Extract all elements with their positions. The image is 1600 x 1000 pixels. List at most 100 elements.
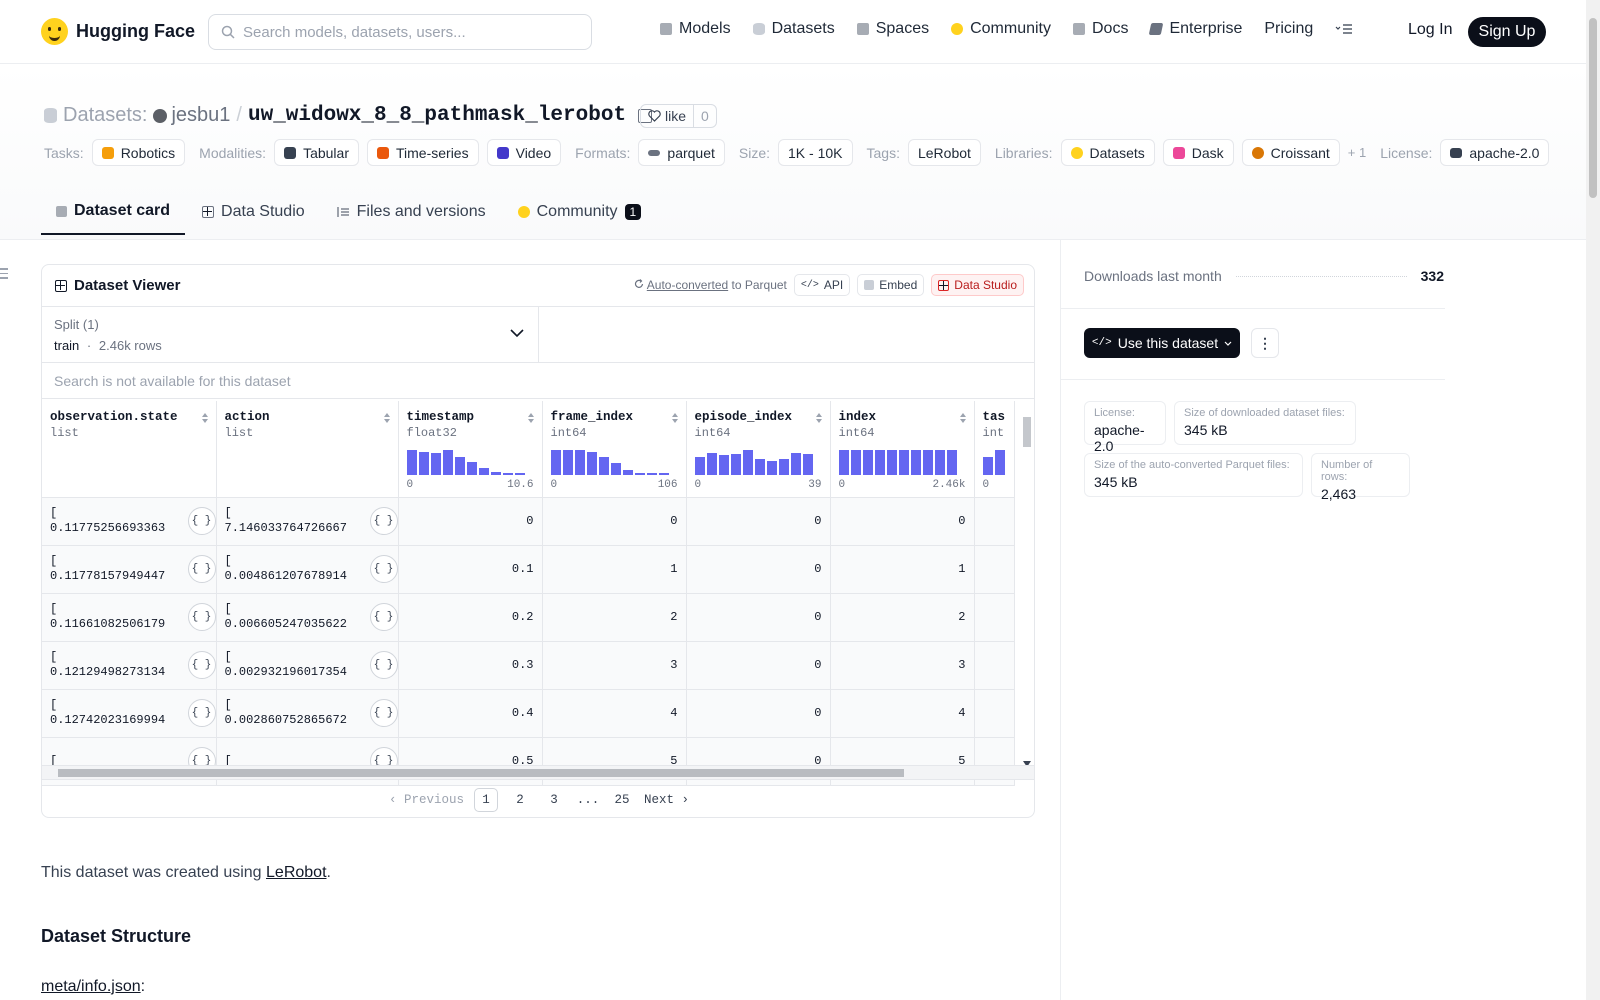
histogram-bar[interactable] [982,457,993,475]
list-cell[interactable]: [0.004861207678914{ } [216,545,399,594]
histogram-bar[interactable] [562,450,573,475]
like-count[interactable]: 0 [701,108,709,124]
histogram-bar[interactable] [658,473,669,475]
histogram-bar[interactable] [406,450,417,475]
histogram-bar[interactable] [418,452,429,475]
list-cell[interactable]: [0.006605247035622{ } [216,593,399,642]
histogram-bar[interactable] [994,450,1005,475]
column-histogram[interactable] [838,449,957,475]
expand-json-icon[interactable]: { } [187,699,215,727]
column-histogram[interactable] [694,449,813,475]
split-select[interactable]: Split (1) train · 2.46k rows [42,307,539,363]
next-page-button[interactable]: Next › [644,792,690,807]
breadcrumb-user[interactable]: jesbu1 [153,104,230,127]
tab-dataset-card[interactable]: Dataset card [41,192,186,235]
cell-index[interactable]: 0 [830,497,975,546]
cell-timestamp[interactable]: 0.1 [398,545,543,594]
tag-datasets-lib[interactable]: Datasets [1060,139,1155,166]
cell-episode-index[interactable]: 0 [686,497,831,546]
histogram-bar[interactable] [622,470,633,475]
histogram-bar[interactable] [478,468,489,475]
histogram-bar[interactable] [610,463,621,475]
list-cell[interactable]: [0.11661082506179{ } [42,593,217,642]
column-header-task-index[interactable]: tas int 0 [974,401,1015,498]
tag-croissant[interactable]: Croissant [1241,139,1340,166]
sort-icon[interactable] [671,412,679,424]
tab-files[interactable]: Files and versions [322,192,501,235]
tag-lerobot[interactable]: LeRobot [907,139,981,166]
sort-icon[interactable] [201,412,209,424]
list-cell[interactable]: [0.12129498273134{ } [42,641,217,690]
histogram-bar[interactable] [790,453,801,475]
histogram-bar[interactable] [694,457,705,475]
cell-task-index[interactable] [974,545,1015,594]
sort-icon[interactable] [527,412,535,424]
tag-size[interactable]: 1K - 10K [778,139,853,166]
nav-docs[interactable]: Docs [1073,20,1128,38]
histogram-bar[interactable] [778,459,789,475]
histogram-bar[interactable] [586,452,597,475]
cell-episode-index[interactable]: 0 [686,545,831,594]
cell-task-index[interactable] [974,689,1015,738]
list-cell[interactable]: [0.11778157949447{ } [42,545,217,594]
expand-json-icon[interactable]: { } [369,555,397,583]
column-histogram[interactable] [982,449,1005,475]
expand-json-icon[interactable]: { } [369,507,397,535]
histogram-bar[interactable] [898,450,909,475]
cell-frame-index[interactable]: 4 [542,689,687,738]
nav-spaces[interactable]: Spaces [856,20,929,38]
tag-robotics[interactable]: Robotics [91,139,186,166]
table-row[interactable]: [0.12742023169994{ }[0.002860752865672{ … [42,689,1015,738]
histogram-bar[interactable] [838,450,849,475]
table-horizontal-scrollbar[interactable] [42,765,1034,779]
brand-logo[interactable]: Hugging Face [41,18,195,45]
cell-episode-index[interactable]: 0 [686,641,831,690]
tag-time-series[interactable]: Time-series [367,139,479,166]
histogram-bar[interactable] [862,450,873,475]
sort-icon[interactable] [959,412,967,424]
expand-json-icon[interactable]: { } [187,507,215,535]
table-row[interactable]: [0.11778157949447{ }[0.004861207678914{ … [42,545,1015,594]
page-scrollbar[interactable] [1586,0,1600,1000]
more-libraries[interactable]: + 1 [1347,145,1367,160]
histogram-bar[interactable] [730,454,741,475]
meta-info-link[interactable]: meta/info.json [41,978,141,995]
cell-index[interactable]: 3 [830,641,975,690]
table-row[interactable]: [0.12129498273134{ }[0.002932196017354{ … [42,641,1015,690]
page-2[interactable]: 2 [516,792,524,807]
cell-index[interactable]: 2 [830,593,975,642]
tag-video[interactable]: Video [486,139,562,166]
histogram-bar[interactable] [934,450,945,475]
histogram-bar[interactable] [598,457,609,475]
previous-page-button[interactable]: ‹ Previous [388,792,464,807]
cell-timestamp[interactable]: 0.4 [398,689,543,738]
expand-json-icon[interactable]: { } [369,699,397,727]
histogram-bar[interactable] [718,455,729,475]
sidebar-toggle-icon[interactable] [0,268,10,280]
column-header-action[interactable]: action list [216,401,399,498]
nav-models[interactable]: Models [660,20,731,38]
histogram-bar[interactable] [502,473,513,475]
histogram-bar[interactable] [574,450,585,475]
signup-button[interactable]: Sign Up [1468,17,1546,47]
nav-pricing[interactable]: Pricing [1264,20,1313,38]
cell-index[interactable]: 4 [830,689,975,738]
expand-json-icon[interactable]: { } [187,603,215,631]
cell-frame-index[interactable]: 0 [542,497,687,546]
expand-json-icon[interactable]: { } [187,555,215,583]
cell-task-index[interactable] [974,593,1015,642]
histogram-bar[interactable] [550,450,561,475]
histogram-bar[interactable] [490,472,501,475]
page-25[interactable]: 25 [614,792,630,807]
histogram-bar[interactable] [454,457,465,475]
list-cell[interactable]: [0.002860752865672{ } [216,689,399,738]
nav-more-menu[interactable] [1335,23,1353,35]
nav-datasets[interactable]: Datasets [752,20,835,38]
histogram-bar[interactable] [466,462,477,475]
histogram-bar[interactable] [754,459,765,475]
data-studio-button[interactable]: Data Studio [931,274,1024,296]
nav-community[interactable]: Community [951,20,1051,38]
lerobot-link[interactable]: LeRobot [266,864,327,881]
cell-timestamp[interactable]: 0.2 [398,593,543,642]
histogram-bar[interactable] [646,473,657,475]
